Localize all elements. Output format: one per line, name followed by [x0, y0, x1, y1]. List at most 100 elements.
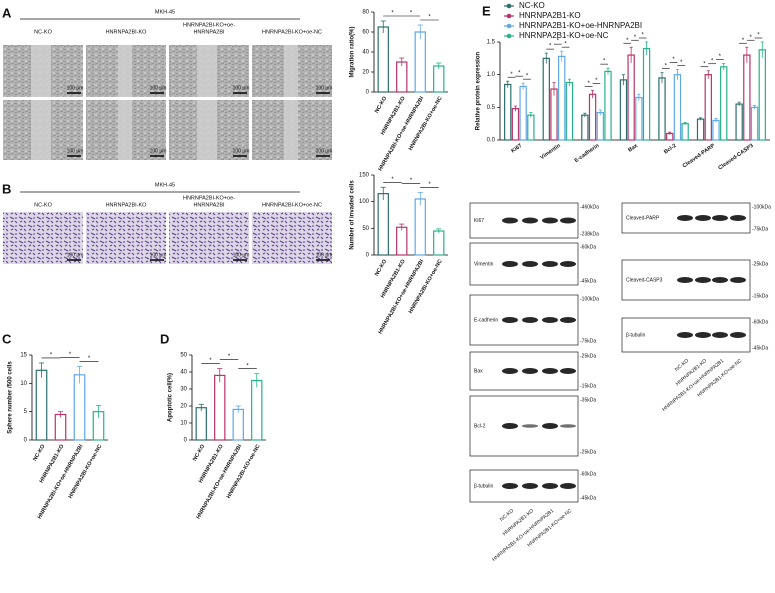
scale-bar-label: 100 μm [233, 252, 250, 258]
significance: * [209, 358, 212, 364]
bar [511, 108, 520, 141]
y-tick-label: 40 [180, 370, 187, 376]
significance: * [634, 35, 637, 41]
blot-band [522, 424, 538, 428]
micrograph [252, 212, 332, 264]
group-label: HNRNPA2BI-KO [106, 29, 148, 35]
bar [35, 369, 48, 441]
blot-label: Bax [474, 368, 483, 374]
significance: * [69, 352, 72, 358]
group-label: HNRNPA2BI-KO+oe- [183, 22, 235, 28]
panel-label: C [2, 331, 12, 346]
significance: * [50, 353, 53, 359]
y-tick-label: 20 [362, 70, 369, 76]
bar [433, 230, 445, 256]
bar [542, 57, 550, 141]
blot-label: E-cadherin [474, 317, 498, 323]
bar [504, 83, 512, 141]
bar [251, 379, 263, 441]
wound-gap [197, 100, 217, 160]
y-tick-label: 40 [362, 50, 369, 56]
blot-band [542, 483, 558, 489]
y-axis-label: Sphere number /500 cells [8, 361, 14, 434]
significance: * [246, 363, 249, 369]
significance: * [518, 71, 521, 77]
blot-band [695, 332, 711, 338]
y-tick-label: 150 [359, 173, 370, 179]
bar [73, 374, 86, 441]
y-tick-label: 30 [180, 387, 187, 393]
x-tick-label: Cleaved-PARP [682, 143, 717, 170]
scale-bar-label: 100 μm [316, 85, 333, 91]
bar [232, 408, 244, 441]
blot-band [542, 368, 558, 374]
significance: * [410, 178, 413, 184]
panel-label: E [482, 3, 491, 18]
x-tick-label: HNRNPA2BI-KO+oe-NC [226, 444, 262, 500]
significance: * [680, 60, 683, 66]
bar [743, 54, 751, 141]
blot-label: Vimentin [474, 261, 494, 267]
bar [681, 123, 689, 141]
x-tick-label: Vimentin [539, 143, 562, 162]
y-tick-label: 0.0 [487, 138, 496, 144]
y-tick-label: 5 [24, 409, 28, 415]
scale-bar-label: 100 μm [316, 148, 333, 154]
group-label: NC-KO [34, 29, 52, 35]
scale-bar-label: 100 μm [316, 252, 333, 258]
y-tick-label: 10 [20, 381, 27, 387]
y-tick-label: 0 [366, 90, 370, 96]
blot-band [560, 483, 576, 489]
legend-marker [506, 3, 512, 9]
kda-marker: -238kDa [580, 231, 599, 237]
bar [720, 66, 728, 141]
scale-bar-label: 100 μm [67, 148, 84, 154]
y-tick-label: 0 [184, 438, 188, 444]
blot-band [502, 368, 518, 374]
blot-band [502, 317, 518, 323]
scale-bar-label: 100 μm [233, 85, 250, 91]
significance: * [642, 33, 645, 39]
legend-label: NC-KO [519, 1, 545, 10]
legend-label: HNRNPA2B1-KO [519, 11, 581, 20]
blot-label: Cleaved-CASP3 [626, 277, 663, 283]
scale-bar-label: 100 μm [233, 148, 250, 154]
y-tick-label: 15 [20, 353, 27, 359]
blot-band [677, 215, 693, 221]
panel-label: D [160, 331, 169, 346]
bar [195, 407, 207, 441]
x-tick-label: Bcl-2 [663, 143, 677, 156]
y-tick-label: 80 [362, 10, 369, 16]
bar [588, 93, 597, 141]
x-tick-label: E-cadherin [574, 143, 601, 165]
legend-marker [506, 33, 512, 39]
scale-bar-label: 100 μm [67, 252, 84, 258]
micrograph [169, 212, 249, 264]
kda-marker: -60kDa [580, 471, 596, 477]
group-label: HNRNPA2BI-KO+oe-NC [262, 202, 322, 208]
group-label: HNRNPA2BI [193, 202, 225, 208]
y-tick-label: 50 [362, 226, 369, 232]
blot-band [677, 332, 693, 338]
wound-gap [197, 45, 217, 97]
lane-label: NC-KO [499, 508, 515, 523]
scale-bar-label: 100 μm [150, 148, 167, 154]
y-tick-label: 0 [366, 253, 370, 259]
significance: * [711, 58, 714, 64]
bar [596, 111, 604, 141]
bar [673, 74, 682, 141]
y-tick-label: 20 [180, 404, 187, 410]
bar [527, 114, 535, 141]
significance: * [526, 74, 529, 80]
bar [704, 74, 712, 141]
kda-marker: -45kDa [580, 278, 596, 284]
x-tick-label: NC-KO [192, 443, 207, 462]
y-axis-label: Apoptotic cell(%) [168, 373, 174, 422]
blot-band [502, 483, 518, 489]
significance: * [672, 57, 675, 63]
wound-gap [31, 45, 51, 97]
group-label: HNRNPA2BI [193, 29, 225, 35]
blot-band [560, 217, 576, 224]
kda-marker: -75kDa [752, 226, 768, 232]
kda-marker: -100kDa [580, 296, 599, 302]
